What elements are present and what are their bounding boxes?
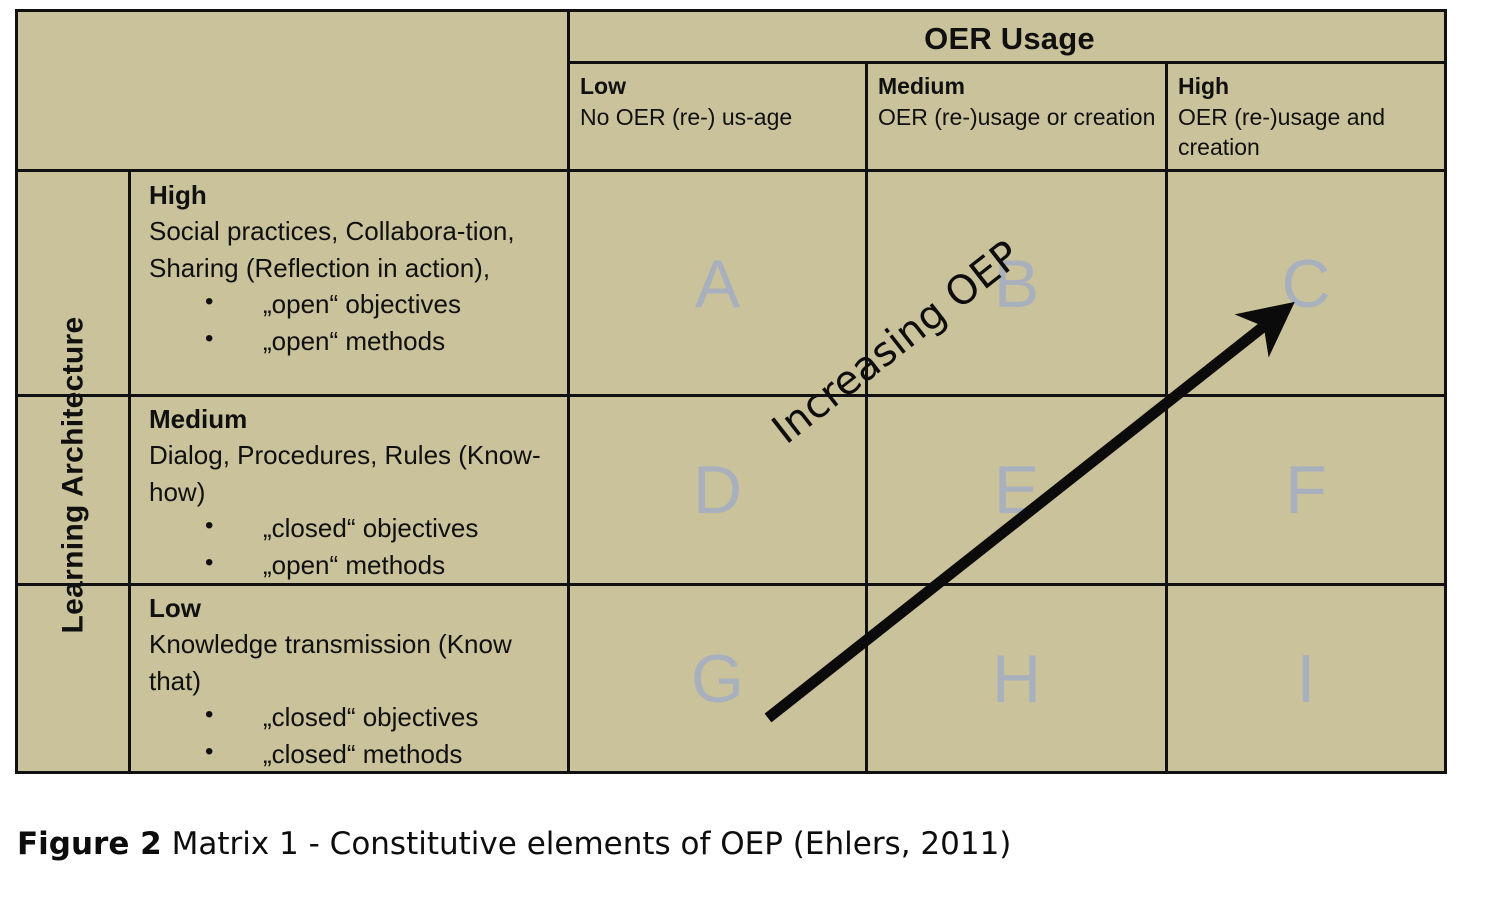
- matrix-cell-g: G: [691, 640, 744, 717]
- row-axis-title-text: Learning Architecture: [56, 316, 90, 633]
- row-header-low-bullets: „closed“ objectives „closed“ methods: [149, 698, 564, 773]
- grid-line-col1-left: [567, 12, 570, 771]
- list-item: „closed“ methods: [205, 735, 564, 773]
- figure-caption-number: Figure 2: [17, 826, 162, 862]
- column-header-low-desc: No OER (re-) us-age: [580, 103, 793, 130]
- matrix-cell-f: F: [1285, 452, 1327, 528]
- list-item: „closed“ objectives: [205, 509, 564, 547]
- row-header-medium-bullets: „closed“ objectives „open“ methods: [149, 509, 564, 584]
- grid-line-axis-col: [128, 169, 131, 771]
- column-header-medium: Medium OER (re-)usage or creation: [868, 64, 1165, 169]
- matrix-cell-a: A: [694, 245, 741, 322]
- row-header-medium-level: Medium: [149, 404, 248, 434]
- matrix-cell-c: C: [1281, 245, 1331, 322]
- list-item: „closed“ objectives: [205, 698, 564, 736]
- grid-line-row2-bottom: [18, 583, 1444, 586]
- column-header-high: High OER (re-)usage and creation: [1168, 64, 1444, 169]
- row-header-high: High Social practices, Collabora-tion, S…: [131, 173, 570, 394]
- row-header-high-desc: Social practices, Collabora-tion, Sharin…: [149, 216, 515, 283]
- matrix-cell-i: I: [1296, 640, 1316, 717]
- column-header-low-level: Low: [580, 73, 626, 99]
- row-header-high-bullets: „open“ objectives „open“ methods: [149, 285, 564, 360]
- list-item: „open“ methods: [205, 322, 564, 360]
- matrix-cell-e: E: [993, 452, 1040, 528]
- list-item: „open“ methods: [205, 546, 564, 584]
- figure-caption: Figure 2 Matrix 1 - Constitutive element…: [17, 826, 1011, 862]
- row-header-medium: Medium Dialog, Procedures, Rules (Know-h…: [131, 397, 570, 583]
- row-header-low: Low Knowledge transmission (Know that) „…: [131, 586, 570, 771]
- row-header-medium-desc: Dialog, Procedures, Rules (Know-how): [149, 440, 541, 507]
- row-header-high-level: High: [149, 180, 207, 210]
- row-axis-title: Learning Architecture: [18, 175, 128, 774]
- list-item: „open“ objectives: [205, 285, 564, 323]
- column-header-high-level: High: [1178, 73, 1230, 99]
- row-header-low-desc: Knowledge transmission (Know that): [149, 629, 512, 696]
- matrix-cell-b: B: [993, 245, 1040, 322]
- grid-line-subheader-bottom: [18, 169, 1444, 172]
- oep-matrix: OER Usage Low No OER (re-) us-age Medium…: [15, 9, 1447, 774]
- column-header-low: Low No OER (re-) us-age: [570, 64, 865, 169]
- grid-line-header-bottom: [567, 61, 1447, 64]
- figure-caption-text: Matrix 1 - Constitutive elements of OEP …: [161, 826, 1012, 862]
- column-header-medium-level: Medium: [878, 73, 965, 99]
- matrix-cell-h: H: [991, 640, 1042, 717]
- matrix-cell-d: D: [692, 452, 743, 528]
- column-header-high-desc: OER (re-)usage and creation: [1178, 103, 1386, 161]
- column-axis-title: OER Usage: [924, 20, 1095, 56]
- grid-line-row1-bottom: [18, 394, 1444, 397]
- column-header-medium-desc: OER (re-)usage or creation: [878, 103, 1156, 130]
- row-header-low-level: Low: [149, 593, 201, 623]
